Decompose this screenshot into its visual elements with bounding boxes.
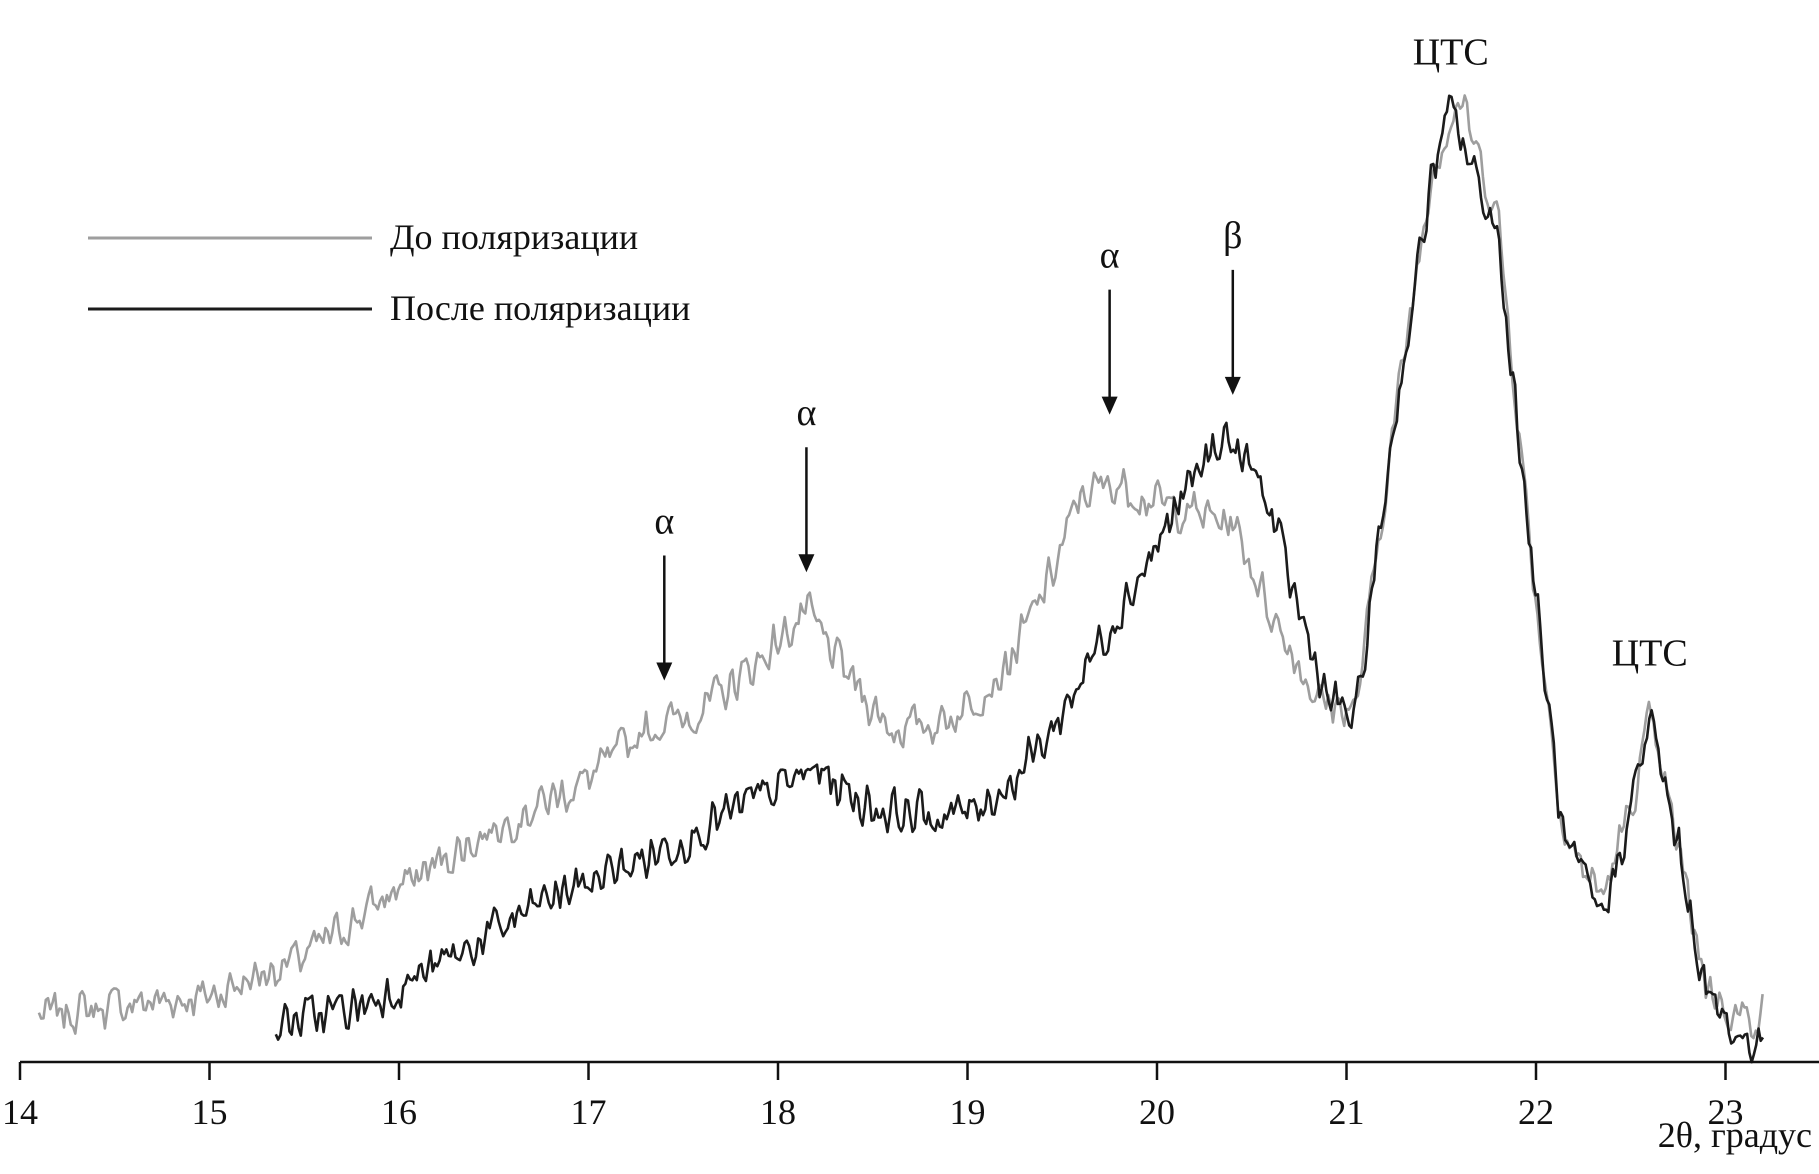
x-tick-label: 16 [381,1092,417,1132]
x-tick-label: 15 [192,1092,228,1132]
annotation-label: α [654,501,674,543]
legend-label-before: До поляризации [390,217,638,257]
series-line-before [37,94,1764,1040]
x-tick-label: 14 [2,1092,38,1132]
annotation-label: α [1100,235,1120,277]
annotation-arrowhead [798,554,815,573]
x-tick-label: 19 [950,1092,986,1132]
series-line-after [274,94,1765,1064]
annotation-arrowhead [1224,376,1241,395]
x-tick-label: 18 [760,1092,796,1132]
annotation-layer: α α α β ЦТС ЦТС [654,32,1688,681]
legend: До поляризации После поляризации [88,217,690,328]
x-tick-label: 21 [1329,1092,1365,1132]
legend-label-after: После поляризации [390,288,690,328]
x-tick-label: 20 [1139,1092,1175,1132]
x-tick-label: 23 [1708,1092,1744,1132]
x-tick-label: 22 [1518,1092,1554,1132]
annotation-label: β [1223,215,1242,257]
annotation-arrowhead [656,662,673,681]
x-axis: 14 15 16 17 18 19 20 21 22 23 [2,1060,1819,1132]
x-axis-label: 2θ, градус [1658,1115,1812,1155]
annotation-label: ЦТС [1612,633,1688,675]
annotation-arrowhead [1101,396,1118,415]
series-layer [37,94,1765,1064]
x-tick-label: 17 [571,1092,607,1132]
annotation-label: ЦТС [1413,32,1489,74]
annotation-label: α [796,392,816,434]
